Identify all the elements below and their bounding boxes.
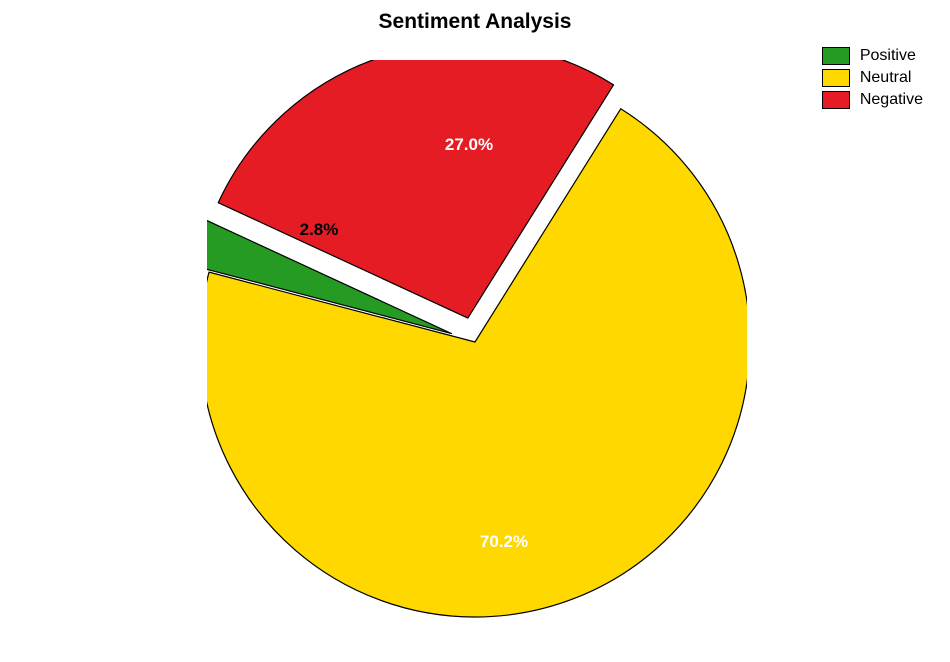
slice-label-neutral: 70.2%	[480, 532, 528, 551]
legend-swatch-neutral	[822, 69, 850, 87]
legend-label-neutral: Neutral	[860, 69, 912, 87]
legend-item-neutral: Neutral	[822, 69, 923, 87]
slice-label-positive: 2.8%	[300, 220, 339, 239]
legend-label-positive: Positive	[860, 47, 916, 65]
legend-item-positive: Positive	[822, 47, 923, 65]
legend-item-negative: Negative	[822, 91, 923, 109]
slice-label-negative: 27.0%	[445, 135, 493, 154]
pie-chart-svg: 2.8% 70.2% 27.0%	[207, 60, 747, 625]
pie-chart-container: 2.8% 70.2% 27.0%	[207, 60, 747, 625]
chart-legend: Positive Neutral Negative	[822, 47, 923, 113]
chart-title: Sentiment Analysis	[0, 10, 950, 34]
legend-swatch-positive	[822, 47, 850, 65]
legend-label-negative: Negative	[860, 91, 923, 109]
legend-swatch-negative	[822, 91, 850, 109]
